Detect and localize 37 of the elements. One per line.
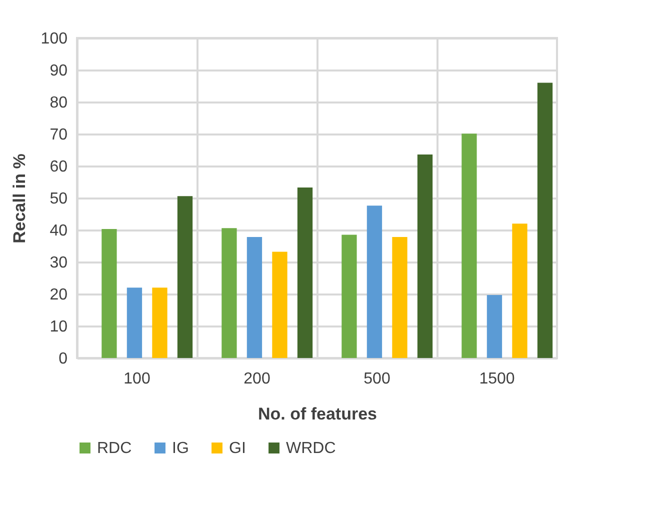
bar xyxy=(462,134,477,358)
bar xyxy=(272,252,288,358)
bar xyxy=(342,234,357,358)
x-tick-label: 200 xyxy=(244,370,270,388)
bar xyxy=(392,237,408,358)
bar xyxy=(297,187,313,358)
bar xyxy=(152,288,168,358)
legend-label: RDC xyxy=(97,440,132,457)
bar xyxy=(222,228,237,358)
y-tick-label: 70 xyxy=(50,126,68,144)
y-tick-label: 0 xyxy=(58,350,68,368)
y-tick-label: 60 xyxy=(50,158,68,176)
bar xyxy=(417,154,433,358)
legend-label: WRDC xyxy=(286,440,336,457)
y-axis-title: Recall in % xyxy=(10,154,29,244)
x-tick-label: 1500 xyxy=(479,370,515,388)
bar xyxy=(366,206,382,358)
legend-label: GI xyxy=(229,440,246,457)
y-tick-label: 90 xyxy=(50,62,68,80)
y-tick-label: 80 xyxy=(50,94,68,112)
legend-label: IG xyxy=(172,440,189,457)
y-tick-label: 50 xyxy=(50,190,68,208)
bar xyxy=(486,294,502,358)
y-tick-label: 10 xyxy=(50,318,68,336)
x-tick-label: 500 xyxy=(364,370,390,388)
y-tick-label: 30 xyxy=(50,254,68,272)
y-tick-label: 40 xyxy=(50,222,68,240)
x-tick-label: 100 xyxy=(124,370,150,388)
y-tick-label: 20 xyxy=(50,286,68,304)
bar xyxy=(537,82,553,358)
bar xyxy=(177,196,193,358)
bar xyxy=(126,288,142,358)
x-axis-title: No. of features xyxy=(258,404,378,424)
bar xyxy=(512,224,528,358)
y-tick-label: 100 xyxy=(40,30,68,48)
bar xyxy=(246,237,262,358)
bar xyxy=(102,229,117,358)
